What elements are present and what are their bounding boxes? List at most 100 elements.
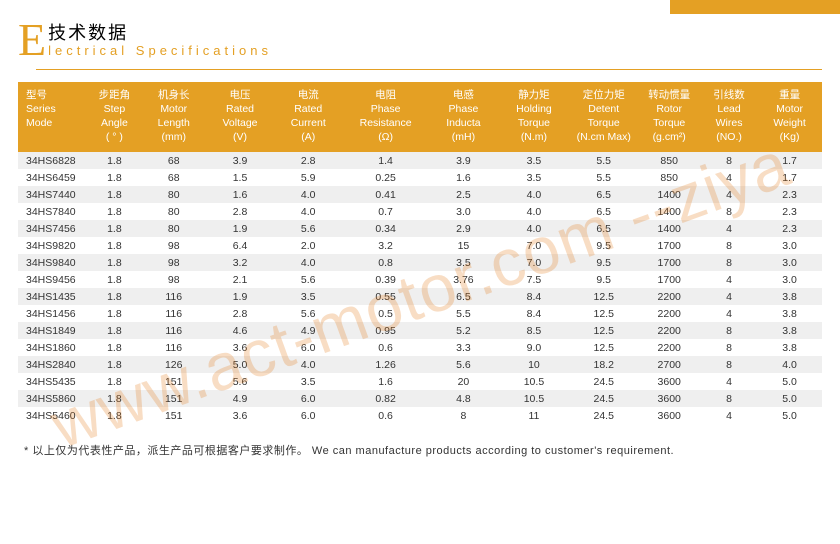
table-cell: 34HS7840 — [18, 203, 87, 220]
table-cell: 0.5 — [342, 305, 429, 322]
table-cell: 34HS7456 — [18, 220, 87, 237]
table-cell: 8 — [701, 254, 757, 271]
table-cell: 2.3 — [757, 220, 822, 237]
spec-table: 型号Series Mode步距角Step Angle( ° )机身长Motor … — [18, 82, 822, 425]
table-cell: 12.5 — [570, 339, 638, 356]
table-cell: 5.6 — [274, 271, 342, 288]
table-cell: 3600 — [637, 390, 700, 407]
table-cell: 8 — [701, 203, 757, 220]
table-row: 34HS54601.81513.66.00.681124.5360045.0 — [18, 407, 822, 424]
header-label-cn: 转动惯量 — [641, 88, 696, 102]
table-cell: 116 — [142, 322, 206, 339]
table-cell: 4.8 — [429, 390, 498, 407]
table-cell: 12.5 — [570, 322, 638, 339]
table-cell: 1.8 — [87, 169, 141, 186]
table-cell: 5.6 — [206, 373, 274, 390]
table-header-cell: 静力矩Holding Torque(N.m) — [498, 82, 570, 153]
table-cell: 3.0 — [757, 237, 822, 254]
header-label-en: Series Mode — [26, 102, 83, 130]
table-cell: 1.5 — [206, 169, 274, 186]
table-cell: 3.9 — [429, 152, 498, 169]
table-cell: 3.5 — [429, 254, 498, 271]
title-rule — [36, 69, 822, 70]
table-cell: 4.6 — [206, 322, 274, 339]
table-cell: 3600 — [637, 373, 700, 390]
table-cell: 34HS2840 — [18, 356, 87, 373]
table-cell: 6.5 — [570, 203, 638, 220]
table-cell: 4.0 — [498, 220, 570, 237]
table-row: 34HS28401.81265.04.01.265.61018.2270084.… — [18, 356, 822, 373]
table-cell: 4.0 — [274, 254, 342, 271]
table-row: 34HS14351.81161.93.50.556.58.412.5220043… — [18, 288, 822, 305]
table-row: 34HS74561.8801.95.60.342.94.06.5140042.3 — [18, 220, 822, 237]
title-initial: E — [18, 22, 46, 59]
table-cell: 2200 — [637, 288, 700, 305]
table-cell: 6.0 — [274, 390, 342, 407]
table-cell: 6.5 — [570, 220, 638, 237]
header-label-cn: 定位力矩 — [574, 88, 634, 102]
table-cell: 6.0 — [274, 339, 342, 356]
table-cell: 5.5 — [570, 152, 638, 169]
table-cell: 850 — [637, 169, 700, 186]
footnote: * 以上仅为代表性产品，派生产品可根据客户要求制作。 We can manufa… — [18, 442, 822, 458]
table-cell: 24.5 — [570, 407, 638, 424]
table-cell: 4.0 — [274, 356, 342, 373]
table-cell: 3.3 — [429, 339, 498, 356]
table-cell: 4.0 — [498, 186, 570, 203]
table-cell: 8 — [701, 356, 757, 373]
table-cell: 1.9 — [206, 288, 274, 305]
table-row: 34HS64591.8681.55.90.251.63.55.585041.7 — [18, 169, 822, 186]
table-cell: 1.8 — [87, 373, 141, 390]
header-label-cn: 型号 — [26, 88, 83, 102]
table-cell: 5.6 — [274, 305, 342, 322]
table-cell: 34HS1456 — [18, 305, 87, 322]
table-cell: 8.4 — [498, 288, 570, 305]
table-cell: 34HS5860 — [18, 390, 87, 407]
table-cell: 1.26 — [342, 356, 429, 373]
table-cell: 126 — [142, 356, 206, 373]
table-cell: 5.5 — [570, 169, 638, 186]
header-label-unit: (mH) — [433, 130, 494, 144]
table-cell: 3.8 — [757, 339, 822, 356]
table-cell: 4 — [701, 373, 757, 390]
table-cell: 2.9 — [429, 220, 498, 237]
table-cell: 3.2 — [342, 237, 429, 254]
table-cell: 3.8 — [757, 305, 822, 322]
table-cell: 5.6 — [274, 220, 342, 237]
table-cell: 68 — [142, 152, 206, 169]
table-cell: 34HS5435 — [18, 373, 87, 390]
table-cell: 1.8 — [87, 203, 141, 220]
table-cell: 8 — [701, 152, 757, 169]
table-cell: 8.5 — [498, 322, 570, 339]
table-cell: 98 — [142, 237, 206, 254]
table-cell: 18.2 — [570, 356, 638, 373]
table-cell: 0.95 — [342, 322, 429, 339]
table-cell: 9.5 — [570, 254, 638, 271]
header-label-unit: (g.cm²) — [641, 130, 696, 144]
table-cell: 8.4 — [498, 305, 570, 322]
table-cell: 4 — [701, 305, 757, 322]
table-cell: 10.5 — [498, 373, 570, 390]
header-label-cn: 电感 — [433, 88, 494, 102]
table-cell: 3.0 — [757, 254, 822, 271]
table-cell: 80 — [142, 220, 206, 237]
table-cell: 0.34 — [342, 220, 429, 237]
table-cell: 1.8 — [87, 305, 141, 322]
table-cell: 24.5 — [570, 390, 638, 407]
table-cell: 1.8 — [87, 237, 141, 254]
table-cell: 34HS6459 — [18, 169, 87, 186]
table-cell: 1.8 — [87, 407, 141, 424]
table-cell: 2.8 — [274, 152, 342, 169]
table-cell: 1.7 — [757, 152, 822, 169]
table-cell: 8 — [429, 407, 498, 424]
header-label-en: Phase Resistance — [346, 102, 425, 130]
table-cell: 34HS9456 — [18, 271, 87, 288]
table-cell: 0.7 — [342, 203, 429, 220]
table-cell: 1.4 — [342, 152, 429, 169]
header-label-unit: (Ω) — [346, 130, 425, 144]
table-header-cell: 型号Series Mode — [18, 82, 87, 153]
table-cell: 15 — [429, 237, 498, 254]
title-cn: 技术数据 — [48, 24, 272, 44]
table-row: 34HS98401.8983.24.00.83.57.09.5170083.0 — [18, 254, 822, 271]
table-cell: 2.8 — [206, 203, 274, 220]
